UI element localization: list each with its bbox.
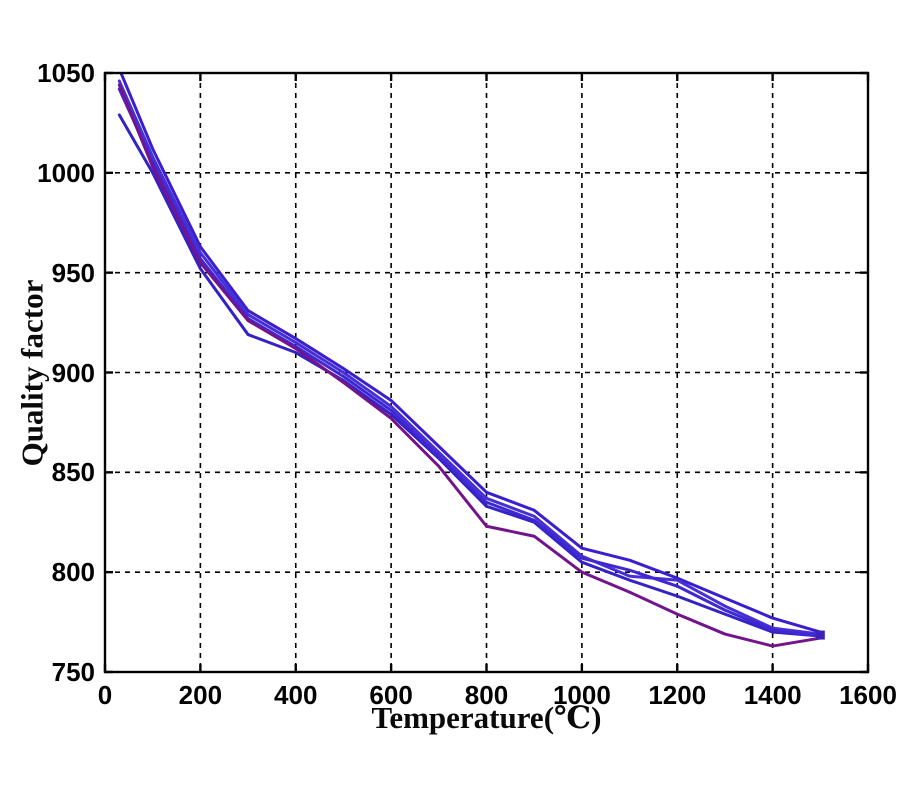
y-tick-label-950: 950: [51, 257, 95, 288]
x-axis-title: Temperature(℃): [371, 700, 602, 735]
x-tick-label-0: 0: [97, 680, 113, 710]
series-line-run-3: [117, 113, 822, 638]
x-tick-label-200: 200: [178, 680, 223, 710]
y-tick-label-850: 850: [51, 457, 95, 488]
series-line-run-5: [117, 83, 822, 648]
x-tick-label-1600: 1600: [839, 680, 897, 710]
series-line-run-1: [119, 73, 822, 634]
y-tick-label-1050: 1050: [37, 58, 95, 88]
y-tick-label-750: 750: [51, 657, 95, 687]
series-line-run-2: [117, 79, 822, 636]
series-end-marker: [815, 630, 825, 640]
series-line-run-4: [117, 87, 822, 638]
y-tick-label-800: 800: [51, 557, 95, 588]
y-tick-label-1000: 1000: [37, 157, 95, 188]
x-tick-label-800: 800: [464, 680, 509, 710]
y-tick-label-900: 900: [51, 357, 95, 388]
x-tick-label-1400: 1400: [743, 680, 802, 710]
x-tick-label-1000: 1000: [552, 680, 611, 710]
x-tick-label-1200: 1200: [648, 680, 707, 710]
x-tick-label-400: 400: [274, 680, 318, 710]
x-tick-label-600: 600: [369, 680, 413, 710]
